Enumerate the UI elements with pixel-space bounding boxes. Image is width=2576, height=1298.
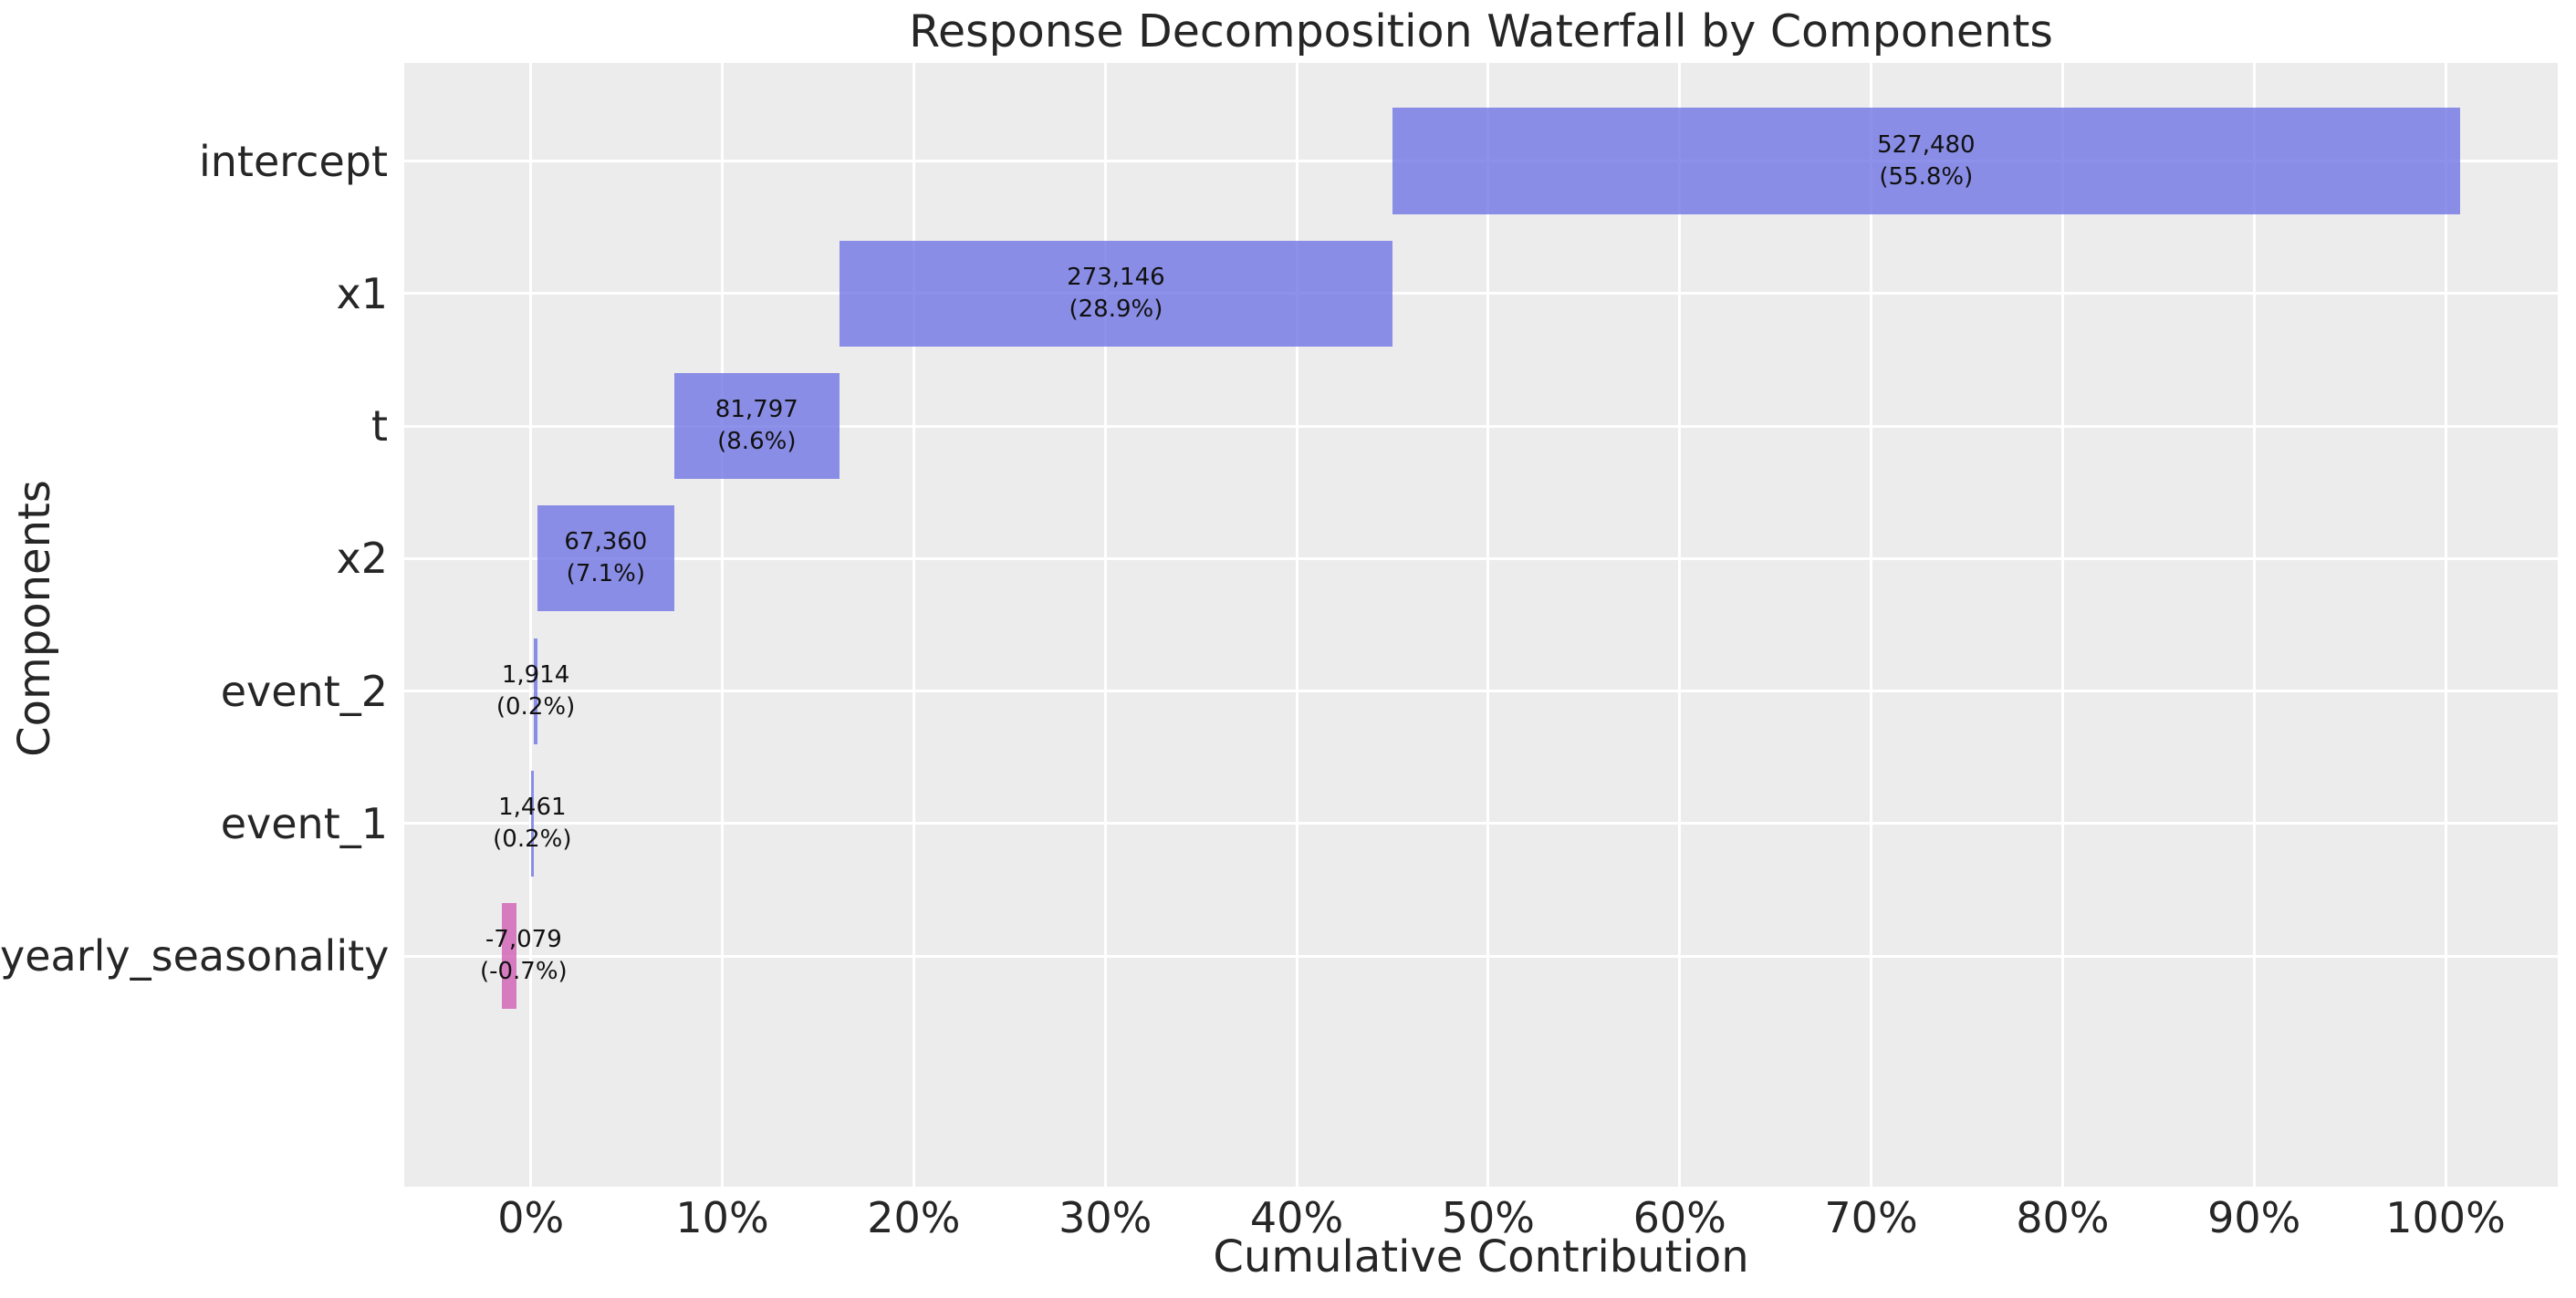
x-gridline (2252, 63, 2256, 1187)
x-axis-label: Cumulative Contribution (1213, 1231, 1749, 1282)
x-gridline (2444, 63, 2447, 1187)
bar-label-value: 273,146 (1067, 263, 1165, 291)
waterfall-bar-x1 (840, 240, 1392, 347)
bar-label-pct: (55.8%) (1879, 162, 1974, 191)
x-gridline (1295, 63, 1298, 1187)
x-gridline (912, 63, 915, 1187)
bar-value-label: 527,480 (55.8%) (1877, 129, 1976, 192)
x-gridline (2060, 63, 2064, 1187)
x-tick-label: 40% (1249, 1193, 1344, 1242)
y-gridline (404, 556, 2558, 560)
x-gridline (1103, 63, 1107, 1187)
bar-value-label: 81,797 (8.6%) (715, 394, 798, 458)
x-tick-label: 100% (2385, 1193, 2506, 1242)
bar-label-value: 1,914 (501, 660, 570, 689)
waterfall-bar-t (673, 372, 840, 480)
waterfall-bar-event_2 (533, 638, 538, 744)
y-gridline (404, 292, 2558, 296)
x-tick-label: 10% (675, 1193, 769, 1242)
waterfall-bar-intercept (1392, 108, 2460, 214)
y-tick-label-yearly_seasonality: yearly_seasonality (0, 931, 390, 981)
bar-value-label: -7,079 (-0.7%) (480, 924, 568, 988)
y-tick-label-intercept: intercept (199, 136, 388, 186)
x-gridline (721, 63, 725, 1187)
x-tick-label: 80% (2016, 1193, 2110, 1242)
chart-title: Response Decomposition Waterfall by Comp… (909, 5, 2053, 57)
y-tick-label-t: t (370, 401, 388, 452)
y-gridline (404, 822, 2558, 826)
y-tick-label-event_1: event_1 (220, 798, 388, 848)
bar-value-label: 67,360 (7.1%) (564, 526, 647, 590)
waterfall-bar-yearly_seasonality (502, 903, 516, 1010)
bar-label-pct: (8.6%) (717, 428, 797, 456)
plot-area: 527,480 (55.8%) 273,146 (28.9%) 81,797 (8.6%)… (404, 63, 2558, 1187)
x-tick-label: 20% (867, 1193, 961, 1242)
x-gridline (1870, 63, 1873, 1187)
bar-value-label: 1,914 (0.2%) (496, 659, 575, 723)
y-gridline (404, 424, 2558, 428)
y-tick-label-x1: x1 (336, 268, 389, 318)
x-tick-label: 50% (1441, 1193, 1535, 1242)
bar-label-value: 67,360 (564, 528, 648, 556)
bar-value-label: 1,461 (0.2%) (493, 792, 571, 856)
bar-label-value: -7,079 (485, 926, 562, 954)
y-tick-label-x2: x2 (336, 534, 389, 584)
bar-label-pct: (28.9%) (1069, 295, 1163, 323)
bar-label-pct: (-0.7%) (479, 958, 568, 986)
bar-label-value: 527,480 (1877, 130, 1976, 159)
bar-label-pct: (7.1%) (566, 560, 646, 588)
y-gridline (404, 690, 2558, 693)
x-tick-label: 30% (1059, 1193, 1152, 1242)
bar-label-value: 81,797 (714, 395, 798, 423)
waterfall-bar-event_1 (530, 770, 534, 877)
bar-label-pct: (0.2%) (493, 825, 572, 853)
x-tick-label: 0% (497, 1193, 565, 1242)
x-gridline (1486, 63, 1490, 1187)
x-gridline (529, 63, 533, 1187)
bar-label-pct: (0.2%) (495, 692, 576, 721)
x-tick-label: 90% (2207, 1193, 2301, 1242)
y-gridline (404, 954, 2558, 958)
x-gridline (1678, 63, 1682, 1187)
x-tick-label: 60% (1632, 1193, 1726, 1242)
x-tick-label: 70% (1824, 1193, 1918, 1242)
waterfall-bar-x2 (537, 505, 674, 612)
bar-value-label: 273,146 (28.9%) (1067, 262, 1165, 326)
bar-label-value: 1,461 (498, 793, 567, 821)
y-tick-label-event_2: event_2 (220, 666, 388, 716)
